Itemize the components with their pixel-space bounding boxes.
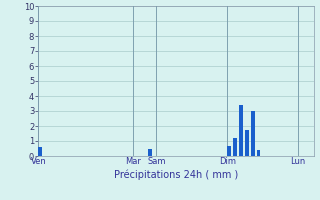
Bar	[233, 138, 237, 156]
Bar	[227, 146, 231, 156]
X-axis label: Précipitations 24h ( mm ): Précipitations 24h ( mm )	[114, 169, 238, 180]
Bar	[38, 147, 42, 156]
Bar	[148, 148, 152, 156]
Bar	[257, 150, 260, 156]
Bar	[239, 105, 243, 156]
Bar	[251, 111, 255, 156]
Bar	[245, 130, 249, 156]
